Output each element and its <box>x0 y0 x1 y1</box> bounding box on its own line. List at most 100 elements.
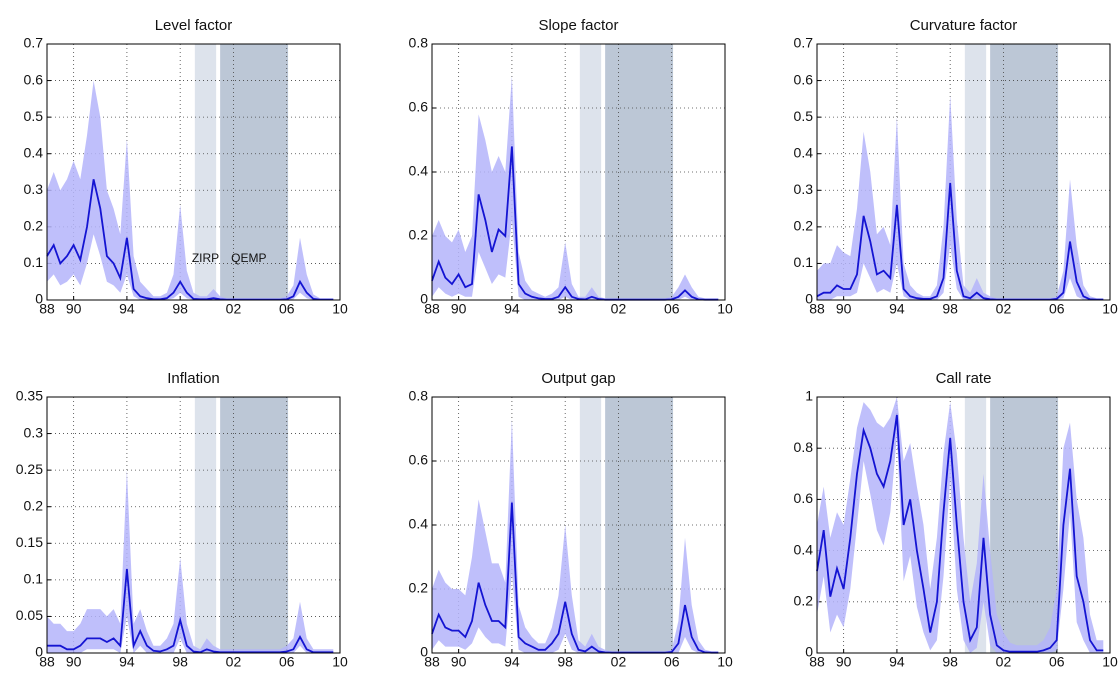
chart-title: Level factor <box>155 17 233 34</box>
x-tick-label: 94 <box>119 654 135 670</box>
line <box>816 414 1104 653</box>
confidence-band <box>817 95 1104 300</box>
shaded-period <box>220 397 289 653</box>
x-tick-label: 06 <box>664 301 680 317</box>
y-tick-label: 0.4 <box>409 516 429 532</box>
x-tick-label: 94 <box>889 301 905 317</box>
y-tick-label: 0.6 <box>409 99 429 115</box>
x-tick-label: 88 <box>809 654 825 670</box>
y-tick-label: 0.2 <box>409 227 429 243</box>
x-tick-label: 98 <box>172 654 188 670</box>
x-tick-label: 06 <box>1049 654 1065 670</box>
y-tick-label: 0 <box>420 644 428 660</box>
y-tick-label: 0 <box>420 291 428 307</box>
confidence-band <box>47 80 334 300</box>
shaded-period <box>579 44 602 300</box>
x-tick-label: 90 <box>66 654 82 670</box>
x-tick-label: 06 <box>279 301 295 317</box>
panel: 0 0.05 0.1 0.15 0.2 0.25 0.3 0.35 88 90 94 98 02 06 10… <box>16 370 348 670</box>
y-tick-label: 0.1 <box>794 254 814 270</box>
line <box>431 502 719 654</box>
chart-title: Output gap <box>541 370 615 387</box>
confidence-band <box>432 76 719 300</box>
y-tick-label: 0 <box>805 644 813 660</box>
y-tick-label: 0.8 <box>409 35 429 51</box>
x-tick-label: 02 <box>996 654 1012 670</box>
x-tick-label: 98 <box>557 301 573 317</box>
y-tick-label: 0.05 <box>16 607 43 623</box>
x-tick-label: 10 <box>332 654 348 670</box>
y-tick-label: 0.6 <box>409 452 429 468</box>
x-tick-label: 90 <box>66 301 82 317</box>
y-tick-label: 0.15 <box>16 534 43 550</box>
confidence-band <box>817 397 1104 653</box>
y-tick-label: 0.8 <box>794 439 814 455</box>
x-tick-label: 94 <box>119 301 135 317</box>
shaded-period <box>194 44 217 300</box>
axes-frame <box>46 396 341 654</box>
line <box>816 182 1104 301</box>
x-tick-label: 02 <box>611 301 627 317</box>
y-tick-label: 0.3 <box>794 181 814 197</box>
y-tick-label: 0.25 <box>16 461 43 477</box>
x-tick-label: 98 <box>942 654 958 670</box>
line <box>47 568 334 654</box>
x-tick-label: 10 <box>717 654 733 670</box>
x-tick-label: 10 <box>1102 301 1118 317</box>
shaded-period <box>194 397 217 653</box>
y-tick-label: 0.7 <box>24 35 44 51</box>
x-tick-label: 06 <box>1049 301 1065 317</box>
x-tick-label: 90 <box>836 654 852 670</box>
x-tick-label: 02 <box>226 654 242 670</box>
x-tick-label: 90 <box>451 654 467 670</box>
y-tick-label: 0.4 <box>794 144 814 160</box>
x-tick-label: 02 <box>611 654 627 670</box>
y-tick-label: 0 <box>35 291 43 307</box>
axes-frame <box>816 396 1111 654</box>
y-tick-label: 0.35 <box>16 388 43 404</box>
y-tick-label: 0 <box>805 291 813 307</box>
confidence-band <box>432 419 719 653</box>
y-tick-label: 0 <box>35 644 43 660</box>
x-tick-label: 06 <box>664 654 680 670</box>
y-tick-label: 0.5 <box>794 108 814 124</box>
axes-frame <box>46 43 341 301</box>
y-tick-label: 0.6 <box>794 490 814 506</box>
shaded-period <box>220 44 289 300</box>
shaded-period <box>990 44 1059 300</box>
x-tick-label: 94 <box>504 654 520 670</box>
y-tick-label: 0.2 <box>794 218 814 234</box>
shaded-period <box>605 397 674 653</box>
x-tick-label: 88 <box>424 301 440 317</box>
x-tick-label: 06 <box>279 654 295 670</box>
y-tick-label: 0.5 <box>24 108 44 124</box>
span-label: ZIRP <box>192 251 219 265</box>
chart-title: Inflation <box>167 370 220 387</box>
shaded-period <box>605 44 674 300</box>
x-tick-label: 98 <box>172 301 188 317</box>
span-label: QEMP <box>231 251 266 265</box>
line <box>46 179 334 301</box>
panel: 0 0.2 0.4 0.6 0.8 1 88 90 94 98 02 06 10 Call rate <box>794 370 1118 670</box>
y-tick-label: 1 <box>805 388 813 404</box>
y-tick-label: 0.8 <box>409 388 429 404</box>
y-tick-label: 0.2 <box>409 580 429 596</box>
y-tick-label: 0.1 <box>24 571 44 587</box>
y-tick-label: 0.4 <box>409 163 429 179</box>
chart-title: Call rate <box>936 370 992 387</box>
chart-title: Curvature factor <box>910 17 1018 34</box>
x-tick-label: 10 <box>332 301 348 317</box>
panel: 0 0.1 0.2 0.3 0.4 0.5 0.6 0.7 88 90 94 98 02 06 10 Curv… <box>794 17 1118 317</box>
panel: 0 0.1 0.2 0.3 0.4 0.5 0.6 0.7 88 90 94 98 02 06 10 ZIRP… <box>24 17 348 317</box>
x-tick-label: 02 <box>226 301 242 317</box>
x-tick-label: 98 <box>557 654 573 670</box>
x-tick-label: 88 <box>809 301 825 317</box>
x-tick-label: 98 <box>942 301 958 317</box>
line <box>431 146 719 301</box>
y-tick-label: 0.3 <box>24 181 44 197</box>
axes-frame <box>816 43 1111 301</box>
confidence-band <box>47 470 334 653</box>
y-tick-label: 0.7 <box>794 35 814 51</box>
